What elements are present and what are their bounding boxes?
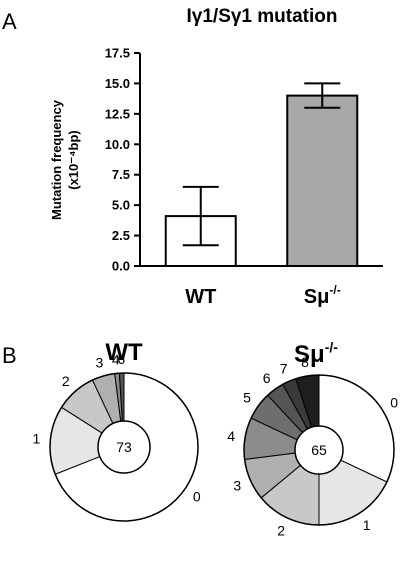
bar-chart-title: Iγ1/Sγ1 mutation (187, 6, 338, 27)
pie-outer-ring (243, 374, 395, 526)
slice-label: 1 (32, 431, 40, 447)
pie-center-label: 73 (116, 439, 132, 455)
y-axis-label-line1: Mutation frequency (49, 99, 64, 220)
slice-label: 7 (280, 360, 288, 376)
bar-chart: 0.0 2.5 5.0 7.5 10.0 12.5 15.0 17.5 Mutation fr… (49, 46, 383, 308)
panel-a-letter: A (2, 9, 17, 34)
slice-label: 3 (233, 477, 241, 493)
slice-label: 4 (112, 351, 120, 367)
slice-label: 4 (227, 428, 235, 444)
y-tick-label: 15.0 (105, 76, 130, 91)
slice-label: 3 (96, 354, 104, 370)
slice-label: 0 (390, 394, 398, 410)
category-label: Sμ-/- (304, 283, 341, 308)
pie-title: Sμ-/- (294, 339, 338, 368)
bars (164, 82, 359, 267)
category-label: WT (185, 286, 216, 308)
y-tick-label: 10.0 (105, 137, 130, 152)
pie-center-hole (97, 420, 151, 474)
category-labels: WT Sμ-/- (185, 283, 341, 308)
slice-label: 1 (363, 517, 371, 533)
y-ticks: 0.0 2.5 5.0 7.5 10.0 12.5 15.0 17.5 (105, 46, 140, 274)
slice-label: 0 (193, 488, 201, 504)
pie-center-label: 65 (311, 442, 327, 458)
slice-label: 2 (62, 373, 70, 389)
panel-b-letter: B (2, 343, 17, 368)
bar (286, 94, 359, 267)
slice-label: 8 (301, 354, 309, 370)
y-axis-label-line2: (x10⁻⁴bp) (66, 130, 81, 190)
slice-label: 6 (263, 370, 271, 386)
y-tick-label: 7.5 (112, 167, 130, 182)
pie-outer-ring (49, 372, 199, 522)
y-tick-label: 17.5 (105, 46, 130, 61)
slice-label: 6 (117, 351, 125, 367)
pie-chart: Sμ-/- 0 1 2 3 4 567 8 65 (227, 339, 398, 539)
y-tick-label: 12.5 (105, 106, 130, 121)
pie-center-hole (294, 425, 344, 475)
slice-label: 2 (277, 523, 285, 539)
pie-chart: WT 0 1 2 3 46 73 (32, 339, 201, 522)
y-tick-label: 5.0 (112, 198, 130, 213)
pie-title: WT (105, 339, 143, 366)
slice-label: 5 (243, 390, 251, 406)
y-tick-label: 2.5 (112, 228, 130, 243)
y-tick-label: 0.0 (112, 259, 130, 274)
